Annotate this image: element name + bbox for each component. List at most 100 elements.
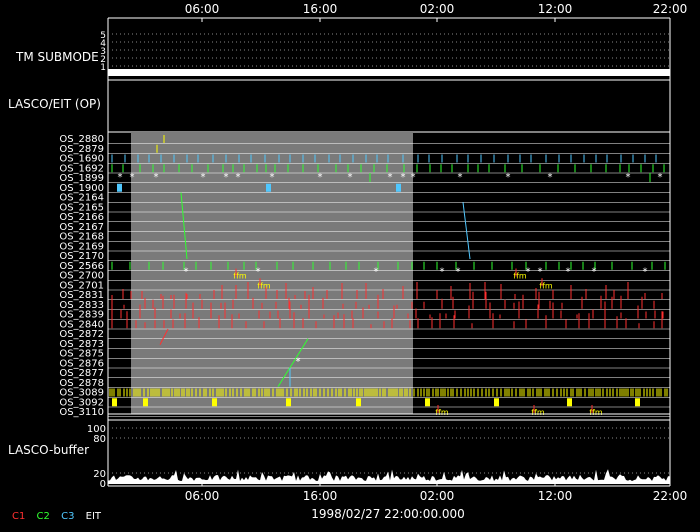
row-block <box>266 183 271 192</box>
sweep-line <box>180 192 188 260</box>
os-row-label: OS_2167 <box>59 222 104 233</box>
row-block <box>425 398 430 407</box>
date-label: 1998/02/27 22:00:00.000 <box>311 507 465 521</box>
os-row-label: OS_2879 <box>59 144 104 155</box>
x-tick-bottom: 02:00 <box>419 489 455 503</box>
row-block <box>356 398 361 407</box>
row-block <box>117 183 122 192</box>
os-row-label: OS_2876 <box>59 358 104 369</box>
row-flag: ffm <box>513 272 527 281</box>
os-row-label: OS_3089 <box>59 388 104 399</box>
buffer-level-label: 100 <box>87 424 106 435</box>
row-star: * <box>411 172 416 183</box>
tm-active-bar <box>108 69 670 76</box>
row-star: * <box>154 172 159 183</box>
os-row-label: OS_2166 <box>59 212 104 223</box>
os-row-label: OS_2878 <box>59 378 104 389</box>
os-row-label: OS_2164 <box>59 193 104 204</box>
tm-level-label: 4 <box>100 39 106 49</box>
row-flag: ffm <box>257 281 271 290</box>
row-star: * <box>201 172 206 183</box>
os-row-label: OS_2880 <box>59 134 104 145</box>
row-star: * <box>130 172 135 183</box>
legend-c3: C3 <box>61 511 75 522</box>
row-block <box>494 398 499 407</box>
x-tick-top: 16:00 <box>302 2 338 16</box>
panel-label: LASCO/EIT (OP) <box>8 97 101 111</box>
sweep-line <box>462 202 471 260</box>
row-star: * <box>643 267 648 278</box>
shaded-interval <box>131 132 413 414</box>
os-row-label: OS_1899 <box>59 173 104 184</box>
os-row-label: OS_1900 <box>59 183 104 194</box>
os-row-label: OS_2170 <box>59 251 104 262</box>
row-star: * <box>566 267 571 278</box>
row-star: * <box>388 172 393 183</box>
row-star: * <box>592 267 597 278</box>
x-tick-top: 22:00 <box>652 2 688 16</box>
row-star: * <box>401 172 406 183</box>
x-tick-top: 12:00 <box>537 2 573 16</box>
os-row-label: OS_2873 <box>59 339 104 350</box>
row-star: * <box>506 172 511 183</box>
os-row-label: OS_2833 <box>59 300 104 311</box>
row-block <box>396 183 401 192</box>
os-row-label: OS_2165 <box>59 202 104 213</box>
row-star: * <box>538 267 543 278</box>
os-row-label: OS_3092 <box>59 397 104 408</box>
os-row-label: OS_2169 <box>59 241 104 252</box>
row-flag: ffm <box>539 281 553 290</box>
tm-level-label: 2 <box>100 55 106 65</box>
row-block <box>212 398 217 407</box>
tm-submode-label: TM SUBMODE <box>16 50 99 64</box>
os-row-label: OS_2875 <box>59 349 104 360</box>
sweep-line <box>277 338 309 388</box>
buffer-level-label: 20 <box>93 469 106 480</box>
row-star: * <box>270 172 275 183</box>
legend-eit: EIT <box>85 511 102 522</box>
buffer-label: LASCO-buffer <box>8 443 90 457</box>
row-block <box>635 398 640 407</box>
os-row-label: OS_2700 <box>59 271 104 282</box>
row-star: * <box>374 267 379 278</box>
x-tick-bottom: 06:00 <box>184 489 220 503</box>
row-star: * <box>626 172 631 183</box>
buffer-area <box>108 469 670 484</box>
x-tick-top: 06:00 <box>184 2 220 16</box>
os-row-label: OS_2701 <box>59 280 104 291</box>
x-tick-top: 02:00 <box>419 2 455 16</box>
os-row-label: OS_1692 <box>59 163 104 174</box>
row-star: * <box>458 172 463 183</box>
row-block <box>143 398 148 407</box>
legend-c2: C2 <box>36 511 50 522</box>
row-star: * <box>440 267 445 278</box>
x-tick-bottom: 22:00 <box>652 489 688 503</box>
row-star: * <box>318 172 323 183</box>
row-block <box>112 398 117 407</box>
sweep-line <box>159 328 169 345</box>
row-block <box>286 398 291 407</box>
row-star: * <box>118 172 123 183</box>
row-star: * <box>526 267 531 278</box>
os-row-label: OS_3110 <box>59 407 104 418</box>
legend: C1 C2 C3 EIT <box>12 511 109 522</box>
row-star: * <box>658 172 663 183</box>
row-star: * <box>548 172 553 183</box>
tm-level-label: 5 <box>100 31 106 41</box>
os-row-label: OS_2840 <box>59 319 104 330</box>
os-row-label: OS_2872 <box>59 329 104 340</box>
os-row-label: OS_2168 <box>59 232 104 243</box>
legend-c1: C1 <box>12 511 26 522</box>
os-row-label: OS_2877 <box>59 368 104 379</box>
row-star: * <box>256 267 261 278</box>
buffer-level-label: 80 <box>93 434 106 445</box>
row-flag: ffm <box>531 408 545 417</box>
row-flag: ffm <box>589 408 603 417</box>
os-row-label: OS_2839 <box>59 310 104 321</box>
row-star: * <box>296 356 301 367</box>
x-tick-bottom: 16:00 <box>302 489 338 503</box>
os-row-label: OS_2831 <box>59 290 104 301</box>
row-star: * <box>224 172 229 183</box>
row-block <box>567 398 572 407</box>
